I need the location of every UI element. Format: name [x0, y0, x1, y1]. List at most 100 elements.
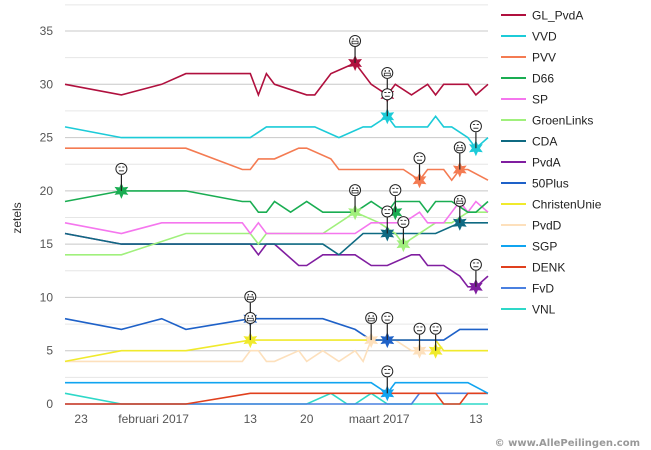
- legend-label: VNL: [532, 303, 556, 317]
- poll-marker-christenunie[interactable]: [243, 312, 258, 349]
- neutral-face-icon: [469, 258, 482, 271]
- neutral-face-icon: [381, 365, 394, 378]
- poll-marker-d66[interactable]: [114, 162, 129, 199]
- series-line-cda: [64, 222, 488, 256]
- star-marker: [364, 332, 379, 349]
- legend-label: SGP: [532, 240, 557, 254]
- legend-item-50plus[interactable]: 50Plus: [501, 177, 569, 191]
- legend-label: PVV: [532, 51, 556, 65]
- series-line-50plus: [64, 317, 488, 341]
- series-line-pvv: [65, 147, 489, 182]
- neutral-face-icon: [381, 88, 394, 101]
- poll-marker-pvda[interactable]: [469, 258, 483, 295]
- legend-item-sgp[interactable]: SGP: [501, 240, 557, 254]
- series-line-vvd: [64, 114, 489, 150]
- legend-item-groenlinks[interactable]: GroenLinks: [501, 114, 593, 128]
- star-marker: [388, 204, 403, 221]
- poll-marker-pvv[interactable]: [412, 152, 427, 189]
- legend-label: CDA: [532, 135, 557, 149]
- neutral-face-icon: [469, 120, 482, 133]
- y-tick-label: 0: [46, 397, 53, 411]
- series-lines: [64, 62, 489, 405]
- neutral-face-icon: [413, 322, 426, 335]
- neutral-face-icon: [389, 184, 402, 197]
- star-marker: [380, 108, 395, 125]
- poll-marker-pvv[interactable]: [452, 141, 467, 178]
- poll-marker-cda[interactable]: [452, 194, 467, 231]
- x-tick-label: maart 2017: [349, 412, 410, 426]
- neutral-face-icon: [115, 162, 128, 175]
- y-tick-label: 35: [40, 24, 54, 38]
- grin-face-icon: [349, 184, 362, 197]
- legend-label: SP: [532, 93, 548, 107]
- star-marker: [348, 204, 362, 221]
- poll-marker-vvd[interactable]: [469, 120, 483, 157]
- x-tick-label: februari 2017: [118, 412, 189, 426]
- neutral-face-icon: [381, 205, 394, 218]
- poll-marker-pvdd[interactable]: [364, 312, 379, 349]
- y-axis-label: zetels: [10, 202, 24, 233]
- poll-marker-christenunie[interactable]: [428, 322, 443, 359]
- series-line-gl_pvda: [64, 62, 489, 98]
- poll-marker-vvd[interactable]: [380, 88, 395, 125]
- y-axis-ticks: 0 5 10 15 20 25 30 35: [40, 24, 54, 411]
- neutral-face-icon: [381, 312, 394, 325]
- x-tick-label: 20: [300, 412, 314, 426]
- poll-marker-50plus[interactable]: [380, 312, 395, 349]
- star-marker: [243, 332, 258, 349]
- y-tick-label: 30: [40, 77, 54, 91]
- series-line-sgp: [65, 381, 489, 395]
- legend-label: 50Plus: [532, 177, 569, 191]
- legend-label: DENK: [532, 261, 565, 275]
- x-tick-label: 23: [74, 412, 88, 426]
- y-tick-label: 5: [46, 344, 53, 358]
- poll-marker-groenlinks[interactable]: [348, 184, 362, 221]
- star-marker: [380, 332, 395, 349]
- legend-item-cda[interactable]: CDA: [501, 135, 557, 149]
- grin-face-icon: [244, 312, 257, 325]
- grin-face-icon: [349, 34, 362, 47]
- legend-item-d66[interactable]: D66: [501, 72, 554, 86]
- legend-item-pvda[interactable]: PvdA: [501, 156, 561, 170]
- star-marker: [114, 182, 129, 199]
- poll-marker-pvdd[interactable]: [412, 322, 427, 359]
- x-tick-label: 13: [469, 412, 483, 426]
- poll-marker-cda[interactable]: [380, 205, 395, 242]
- grin-face-icon: [453, 141, 466, 154]
- legend-item-sp[interactable]: SP: [501, 93, 548, 107]
- neutral-face-icon: [413, 152, 426, 165]
- legend-item-christenunie[interactable]: ChristenUnie: [501, 198, 602, 212]
- legend-label: VVD: [532, 30, 557, 44]
- grin-face-icon: [453, 194, 466, 207]
- series-line-denk: [65, 392, 488, 405]
- legend-item-denk[interactable]: DENK: [501, 261, 565, 275]
- poll-marker-groenlinks[interactable]: [396, 216, 411, 253]
- star-marker: [348, 55, 362, 71]
- series-line-pvdd: [65, 339, 488, 364]
- legend-item-gl_pvda[interactable]: GL_PvdA: [501, 9, 583, 23]
- poll-marker-d66[interactable]: [388, 184, 403, 221]
- legend-label: GL_PvdA: [532, 9, 583, 23]
- neutral-face-icon: [397, 216, 410, 229]
- legend-item-fvd[interactable]: FvD: [501, 282, 554, 296]
- poll-marker-sgp[interactable]: [380, 365, 395, 402]
- legend[interactable]: GL_PvdA VVD PVV D66 SP GroenLinks CDA PvdA 50Plu…: [501, 9, 602, 317]
- legend-label: PvdD: [532, 219, 562, 233]
- legend-label: ChristenUnie: [532, 198, 602, 212]
- legend-label: GroenLinks: [532, 114, 593, 128]
- legend-item-pvdd[interactable]: PvdD: [501, 219, 562, 233]
- legend-item-vvd[interactable]: VVD: [501, 30, 557, 44]
- series-markers: [114, 34, 483, 402]
- series-line-pvda: [64, 232, 489, 288]
- credit-text: © www.AllePeilingen.com: [495, 438, 640, 449]
- y-tick-label: 25: [40, 131, 54, 145]
- legend-item-pvv[interactable]: PVV: [501, 51, 556, 65]
- x-axis-ticks: 23 februari 2017 13 20 maart 2017 13: [74, 412, 482, 426]
- poll-marker-gl_pvda[interactable]: [348, 34, 362, 71]
- x-tick-label: 13: [244, 412, 258, 426]
- grid: [65, 4, 488, 405]
- legend-item-vnl[interactable]: VNL: [501, 303, 556, 317]
- legend-label: PvdA: [532, 156, 561, 170]
- grin-face-icon: [365, 312, 378, 325]
